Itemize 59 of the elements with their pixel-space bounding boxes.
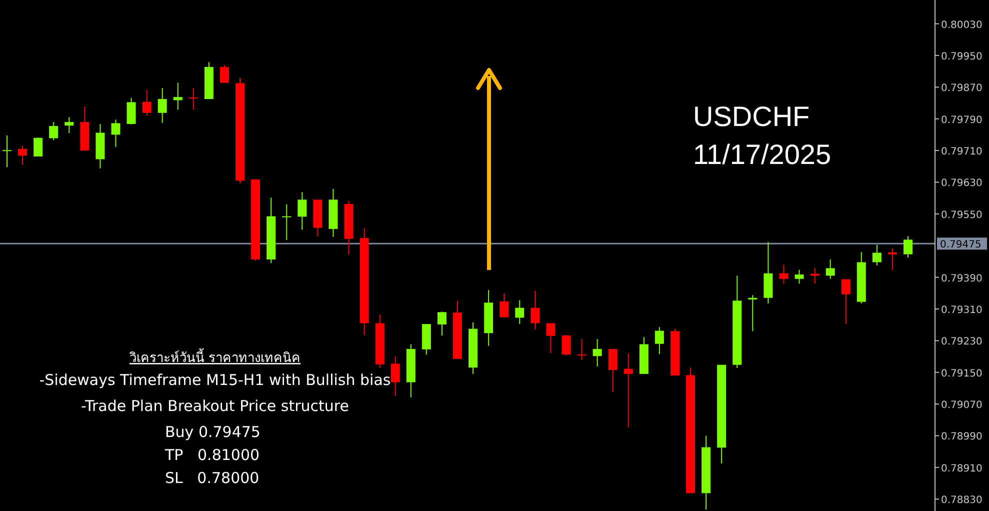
candlestick [592,338,602,367]
candlestick [530,290,540,330]
y-tick-label: 0.79150 [941,368,982,380]
text: 11/17/2025 [693,139,832,170]
y-tick-label: 0.79790 [941,114,982,126]
y-tick-label: 0.79630 [941,178,982,190]
candlestick [779,264,788,284]
candlestick [748,294,758,332]
candlestick [872,244,882,266]
annotation: Buy 0.79475 [165,423,260,441]
candlestick [220,64,229,84]
annotation: TP 0.81000 [164,446,260,464]
y-tick-label: 0.78990 [941,432,982,443]
y-tick-label: 0.78830 [941,495,982,506]
y-tick-label: 0.79550 [941,210,982,221]
y-tick-label: 0.79310 [941,304,982,316]
candlestick [577,338,586,361]
candlestick [142,89,152,116]
candlestick [390,356,400,397]
candlestick [810,267,820,284]
candlestick [888,248,897,270]
y-tick-label: 0.79710 [941,146,982,158]
candlestick [158,87,167,124]
y-tick-label: 0.79950 [941,51,982,62]
candlestick [18,145,28,166]
annotation: -Trade Plan Breakout Price structure [80,397,350,415]
candlestick [841,278,850,325]
candlestick [608,348,618,393]
candlestick [111,119,120,148]
candlestick [49,122,58,141]
y-tick-label: 0.79230 [941,336,982,348]
candlestick [515,300,524,325]
candlestick [126,97,136,125]
candlestick [794,269,804,284]
y-tick-label: 0.80030 [941,20,982,31]
y-tick-label: 0.79390 [941,273,982,284]
candlestick [562,334,571,356]
ref-line-label: 0.79475 [940,240,982,251]
candlestick [654,326,664,355]
candlestick [2,134,12,168]
candlestick [298,192,307,230]
annotation: -Sideways Timeframe M15-H1 with Bullish bias [39,371,391,389]
candlestick [282,204,292,241]
candlestick [546,322,556,354]
y-tick-label: 0.79070 [941,400,982,412]
candlestick [437,311,446,336]
y-tick-label: 0.79870 [941,83,982,94]
candlestick [64,116,74,134]
candlestick [624,352,633,428]
candlestick [826,258,835,280]
annotation: วิเคราะห์วันนี้ ราคาทางเทคนิค [128,348,301,366]
y-tick-label: 0.78910 [941,463,982,474]
candlestick [904,236,912,258]
text: USDCHF [693,101,810,132]
candlestick [188,87,198,110]
candlestick [34,136,43,157]
annotation: SL 0.78000 [165,469,260,487]
candlestick [173,82,182,110]
candlestick [500,293,509,318]
